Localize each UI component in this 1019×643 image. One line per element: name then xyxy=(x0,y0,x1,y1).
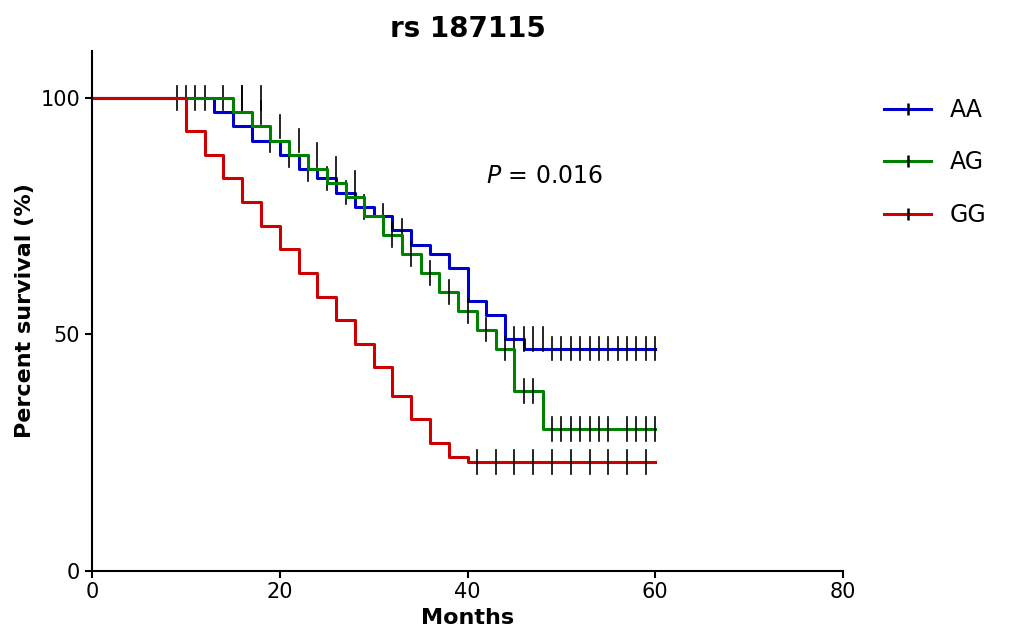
Legend: AA, AG, GG: AA, AG, GG xyxy=(873,89,996,236)
Text: $\it{P}$ = 0.016: $\it{P}$ = 0.016 xyxy=(486,164,603,188)
X-axis label: Months: Months xyxy=(421,608,514,628)
Y-axis label: Percent survival (%): Percent survival (%) xyxy=(15,183,35,438)
Title: rs 187115: rs 187115 xyxy=(389,15,545,43)
